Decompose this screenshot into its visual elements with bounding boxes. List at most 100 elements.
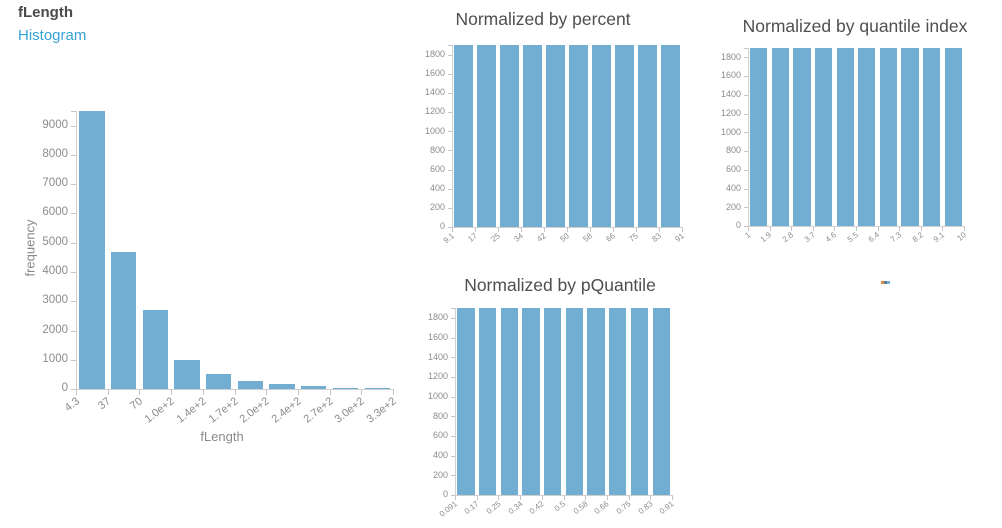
y-tick [451,416,455,418]
histogram-bar[interactable] [587,308,605,495]
histogram-bar[interactable] [110,251,137,389]
histogram-bar[interactable] [901,48,919,226]
histogram-bar[interactable] [815,48,833,226]
y-tick-label: 1600 [424,68,445,79]
y-tick-label: 600 [432,430,448,441]
y-tick-label: 7000 [42,177,68,190]
y-tick [71,271,76,273]
histogram-bar[interactable] [858,48,876,226]
x-tick [769,227,771,231]
histogram-bar[interactable] [269,384,295,389]
x-tick [877,227,879,231]
x-tick [613,228,614,232]
histogram-bar[interactable] [565,308,584,495]
histogram-bar[interactable] [569,45,588,227]
histogram-bar[interactable] [609,308,627,495]
histogram-link[interactable]: Histogram [18,27,87,44]
y-tick-label: 800 [432,410,448,421]
x-tick-label: 1.4e+2 [174,395,209,426]
y-tick [71,242,76,244]
x-tick-label: 0.091 [437,499,459,519]
y-tick [451,495,455,496]
histogram-bar[interactable] [523,45,542,227]
histogram-bar[interactable] [457,308,475,495]
histogram-bar[interactable] [301,386,327,389]
histogram-bar[interactable] [477,45,496,227]
x-tick-label: 8.2 [910,230,925,245]
histogram-bar[interactable] [364,388,390,389]
x-tick-label: 1.7e+2 [206,395,241,426]
histogram-bar[interactable] [630,308,649,495]
x-tick [171,390,173,395]
histogram-bar[interactable] [522,308,540,495]
histogram-bar[interactable] [500,308,518,495]
x-tick [682,228,683,232]
chart-title-quantile-index: Normalized by quantile index [742,16,968,36]
x-tick-label: 1 [742,230,752,241]
histogram-bar[interactable] [332,387,359,389]
histogram-bar[interactable] [546,45,565,227]
histogram-bar[interactable] [638,45,657,227]
y-tick [744,76,748,78]
y-tick [71,301,76,303]
histogram-bar[interactable] [142,310,168,389]
histogram-bar[interactable] [661,45,680,227]
x-tick [475,228,476,232]
histogram-bar[interactable] [793,48,811,226]
histogram-bar[interactable] [615,45,634,227]
x-tick [544,228,545,232]
y-tick-label: 1000 [720,126,741,137]
y-tick-label: 1800 [720,51,741,62]
x-tick-label: 70 [128,395,146,413]
histogram-bar[interactable] [500,45,519,227]
y-tick-label: 400 [429,183,445,193]
histogram-bar[interactable] [206,374,232,389]
y-tick [448,131,452,133]
histogram-bar[interactable] [879,48,898,226]
y-tick [744,151,748,153]
histogram-bar[interactable] [652,308,670,495]
histogram-bar[interactable] [454,45,473,227]
histogram-bar[interactable] [79,111,105,389]
histogram-bar[interactable] [544,308,562,495]
y-tick [744,188,748,190]
y-axis-line [76,111,77,389]
x-tick [476,496,478,500]
histogram-bar[interactable] [750,48,768,226]
x-tick-label: 0.25 [484,499,503,516]
x-tick-label: 42 [535,231,548,244]
histogram-bar[interactable] [174,359,200,389]
x-tick-label: 0.75 [614,499,633,516]
histogram-bar[interactable] [944,48,962,226]
x-tick [942,227,944,231]
y-tick [448,188,452,190]
histogram-bar[interactable] [836,48,854,226]
x-tick-label: 3.0e+2 [332,395,368,426]
histogram-bar[interactable] [237,380,264,389]
tiny-artifact-icon [881,281,890,284]
x-tick-label: 0.5 [553,499,568,514]
x-tick-label: 0.17 [462,499,481,516]
y-tick [451,435,455,437]
histogram-bar[interactable] [923,48,941,226]
x-tick [202,390,204,395]
x-tick [748,227,749,231]
x-tick-label: 6.4 [867,230,882,245]
x-tick [297,390,299,395]
x-axis-line [455,495,673,496]
y-tick-label: 0 [442,489,448,500]
x-tick [659,228,660,232]
x-tick-label: 66 [604,231,617,244]
histogram-bar[interactable] [478,308,497,495]
y-tick-label: 1000 [424,125,445,136]
histogram-bar[interactable] [592,45,611,227]
y-tick [71,184,76,186]
histogram-bar[interactable] [771,48,790,226]
x-tick [590,228,591,232]
y-tick-label: 1000 [427,390,448,401]
x-tick [234,390,236,395]
x-tick-label: 3.3e+2 [364,395,399,426]
x-tick-label: 2.7e+2 [301,395,336,426]
